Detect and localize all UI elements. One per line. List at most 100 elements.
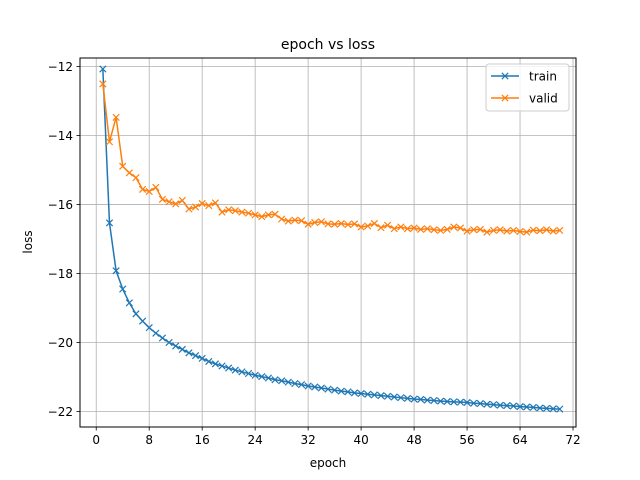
train-point <box>529 403 537 411</box>
valid-point <box>370 219 378 228</box>
valid-point <box>238 208 246 216</box>
valid-point <box>344 220 352 229</box>
valid-point <box>297 217 306 225</box>
legend-label-train: train <box>529 70 557 84</box>
valid-point <box>284 217 292 225</box>
train-point <box>191 351 200 360</box>
valid-point <box>231 207 239 215</box>
valid-point <box>225 206 233 214</box>
valid-point <box>516 227 524 236</box>
valid-point <box>158 195 167 204</box>
train-point <box>364 390 372 398</box>
valid-point <box>138 185 147 194</box>
plot-frame <box>79 57 577 428</box>
train-point <box>264 374 273 382</box>
valid-point <box>165 198 173 206</box>
valid-point <box>99 80 107 88</box>
train-point <box>251 371 259 379</box>
valid-point <box>350 220 359 228</box>
train-point <box>523 403 531 411</box>
valid-point <box>489 226 498 235</box>
train-point <box>317 384 326 392</box>
series-train <box>99 65 564 413</box>
valid-point <box>450 223 458 231</box>
y-tick-label: −16 <box>48 198 73 212</box>
valid-point <box>470 226 478 234</box>
train-point <box>311 383 319 391</box>
train-point <box>483 400 491 408</box>
x-tick-label: 16 <box>195 433 210 447</box>
train-point <box>403 394 412 403</box>
valid-point <box>436 226 445 235</box>
train-point <box>516 403 524 411</box>
valid-point <box>311 218 319 227</box>
x-tick-label: 64 <box>512 433 527 447</box>
valid-point <box>291 216 299 224</box>
ticks: 0 8 16 24 32 40 48 56 64 72 −22 −20 −18 −16 −14 −12 <box>48 60 581 447</box>
train-point <box>125 299 133 307</box>
valid-point <box>542 226 551 234</box>
valid-point <box>198 199 206 208</box>
valid-point <box>403 225 412 233</box>
y-tick-label: −22 <box>48 405 73 419</box>
train-point <box>476 399 484 408</box>
valid-point <box>152 183 160 191</box>
train-point <box>436 397 445 405</box>
valid-point <box>430 226 438 234</box>
train-point <box>430 396 438 405</box>
valid-point <box>264 211 273 219</box>
valid-point <box>258 213 266 221</box>
train-point <box>297 380 306 389</box>
valid-point <box>211 199 220 207</box>
x-tick-label: 48 <box>406 433 421 447</box>
train-point <box>112 267 120 275</box>
valid-point <box>503 227 511 235</box>
train-point <box>344 388 352 396</box>
x-tick-label: 72 <box>565 433 580 447</box>
train-point <box>463 398 471 407</box>
train-point <box>198 354 206 362</box>
train-point <box>496 401 504 409</box>
grid <box>80 58 576 427</box>
train-point <box>278 377 286 385</box>
y-tick-label: −14 <box>48 129 73 143</box>
y-tick-label: −12 <box>48 60 73 74</box>
train-point <box>383 392 392 400</box>
train-point <box>410 395 418 403</box>
valid-point <box>178 196 186 205</box>
train-point <box>397 394 405 402</box>
valid-point <box>456 224 465 232</box>
valid-point <box>330 220 339 228</box>
valid-point <box>145 187 153 196</box>
legend-label-valid: valid <box>529 92 558 106</box>
valid-point <box>536 227 544 235</box>
train-point <box>324 385 332 393</box>
valid-point <box>304 220 312 228</box>
train-point <box>423 396 431 404</box>
series-valid <box>99 80 564 236</box>
train-point <box>503 401 511 410</box>
chart-title: epoch vs loss <box>281 37 375 53</box>
valid-point <box>244 209 253 217</box>
valid-point <box>132 174 140 182</box>
valid-point <box>529 226 537 234</box>
valid-point <box>271 210 279 218</box>
valid-point <box>443 225 451 234</box>
train-point <box>509 402 518 410</box>
valid-point <box>185 205 193 213</box>
valid-line <box>102 83 560 233</box>
train-point <box>258 373 266 381</box>
train-point <box>158 334 167 342</box>
y-axis-label: loss <box>21 230 35 253</box>
valid-point <box>278 215 286 223</box>
train-point <box>165 338 173 347</box>
valid-point <box>205 201 213 210</box>
valid-point <box>364 222 372 230</box>
train-point <box>132 310 140 318</box>
train-point <box>138 317 147 325</box>
train-point <box>119 285 127 293</box>
train-point <box>172 342 180 350</box>
x-axis-label: epoch <box>310 456 347 470</box>
x-tick-label: 24 <box>248 433 263 447</box>
